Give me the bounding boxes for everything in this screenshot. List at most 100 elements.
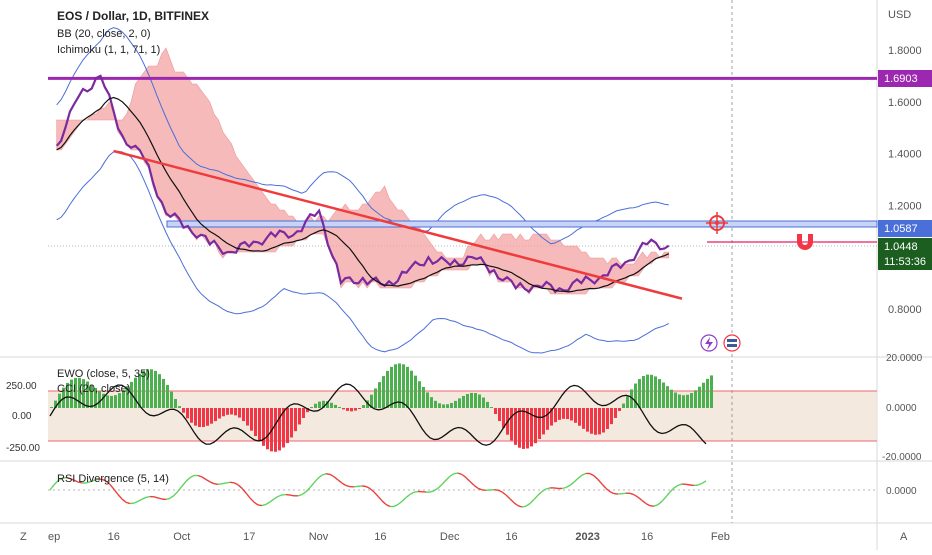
time-label: 16	[108, 531, 120, 543]
rsi-segment	[650, 506, 654, 507]
ewo-bar	[150, 369, 153, 408]
ewo-bar	[642, 376, 645, 408]
time-label: Nov	[309, 531, 329, 543]
ewo-bar	[266, 408, 269, 449]
ewo-bar	[422, 387, 425, 408]
ewo-bar	[510, 408, 513, 440]
ewo-bar	[498, 408, 501, 421]
ewo-bar	[286, 408, 289, 443]
ewo-bar	[226, 408, 229, 415]
ewo-bar	[358, 408, 361, 409]
currency-label: USD	[888, 9, 911, 21]
ewo-bar	[190, 408, 193, 423]
ewo-bar	[342, 408, 345, 409]
ewo-bar	[222, 408, 225, 416]
ewo-bar	[394, 364, 397, 408]
bb-indicator-label[interactable]: BB (20, close, 2, 0)	[57, 28, 151, 40]
ewo-bar	[194, 408, 197, 426]
ewo-bar	[578, 408, 581, 426]
ewo-bar	[658, 379, 661, 408]
ewo-bar	[538, 408, 541, 439]
rsi-segment	[614, 494, 618, 495]
ewo-bar	[386, 371, 389, 408]
rsi-segment	[554, 488, 558, 489]
ewo-bar	[406, 367, 409, 408]
ewo-bar	[178, 406, 181, 408]
ewo-bar	[522, 408, 525, 449]
svg-text:11:53:36: 11:53:36	[884, 256, 926, 268]
rsi-segment	[494, 490, 498, 491]
ewo-bar	[162, 379, 165, 408]
ewo-bar	[446, 404, 449, 408]
ewo-bar	[690, 393, 693, 408]
ewo-bar	[562, 408, 565, 419]
ewo-right-tick: 20.0000	[886, 353, 923, 364]
alert-price-label: 1.0587	[878, 220, 932, 237]
flag-event-icon[interactable]	[724, 335, 740, 351]
cci-indicator-label[interactable]: CCI (20, close)	[57, 383, 130, 395]
ewo-bar	[654, 376, 657, 408]
alert-zone[interactable]	[167, 221, 877, 227]
ewo-bar	[626, 396, 629, 408]
ewo-bar	[534, 408, 537, 443]
ewo-bar	[650, 375, 653, 408]
ewo-bar	[118, 393, 121, 408]
ewo-bar	[234, 408, 237, 415]
lightning-icon[interactable]	[701, 335, 717, 351]
rsi-segment	[354, 486, 358, 487]
rsi-segment	[622, 493, 626, 494]
ewo-left-tick: -250.00	[6, 443, 40, 454]
rsi-segment	[214, 484, 218, 485]
ewo-bar	[374, 388, 377, 408]
rsi-indicator-label[interactable]: RSI Divergence (5, 14)	[57, 473, 169, 485]
ewo-bar	[238, 408, 241, 418]
ewo-bar	[702, 383, 705, 408]
ewo-bar	[518, 408, 521, 448]
ewo-bar	[346, 408, 349, 411]
ewo-bar	[246, 408, 249, 426]
ewo-bar	[434, 401, 437, 408]
rsi-segment	[522, 506, 526, 507]
rsi-segment	[414, 492, 418, 493]
ewo-bar	[470, 393, 473, 408]
ewo-bar	[618, 408, 621, 411]
ewo-bar	[638, 379, 641, 408]
ewo-bar	[338, 407, 341, 408]
ewo-bar	[542, 408, 545, 434]
ewo-bar	[334, 405, 337, 408]
ewo-bar	[350, 408, 353, 411]
time-label: 16	[374, 531, 386, 543]
ewo-bar	[598, 408, 601, 434]
auto-scale-button[interactable]: A	[900, 531, 908, 543]
ewo-bar	[182, 408, 185, 413]
ewo-bar	[202, 408, 205, 427]
ewo-bar	[706, 379, 709, 408]
time-label: Feb	[711, 531, 730, 543]
rsi-segment	[130, 503, 134, 504]
ewo-right-tick: 0.0000	[886, 403, 917, 414]
ewo-bar	[314, 404, 317, 408]
svg-text:1.0448: 1.0448	[884, 241, 918, 253]
ewo-bar	[402, 364, 405, 408]
ewo-bar	[450, 403, 453, 408]
timezone-button[interactable]: Z	[20, 531, 27, 543]
rsi-segment	[686, 484, 690, 485]
rsi-segment	[454, 473, 458, 474]
price-tick: 1.8000	[888, 45, 922, 57]
ewo-bar	[302, 408, 305, 418]
ichimoku-indicator-label[interactable]: Ichimoku (1, 1, 71, 1)	[57, 44, 160, 56]
ewo-bar	[634, 384, 637, 408]
rsi-segment	[230, 482, 234, 483]
ewo-bar	[458, 398, 461, 408]
rsi-segment	[146, 497, 150, 498]
svg-text:1.6903: 1.6903	[884, 73, 918, 85]
ewo-bar	[698, 387, 701, 408]
ewo-bar	[646, 375, 649, 408]
ewo-bar	[378, 382, 381, 408]
ewo-indicator-label[interactable]: EWO (close, 5, 35)	[57, 368, 150, 380]
price-tick: 1.4000	[888, 149, 922, 161]
ewo-bar	[682, 395, 685, 408]
ewo-bar	[362, 405, 365, 408]
ewo-bar	[354, 408, 357, 411]
